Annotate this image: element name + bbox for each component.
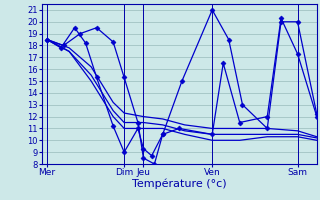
X-axis label: Température (°c): Température (°c) xyxy=(132,179,227,189)
